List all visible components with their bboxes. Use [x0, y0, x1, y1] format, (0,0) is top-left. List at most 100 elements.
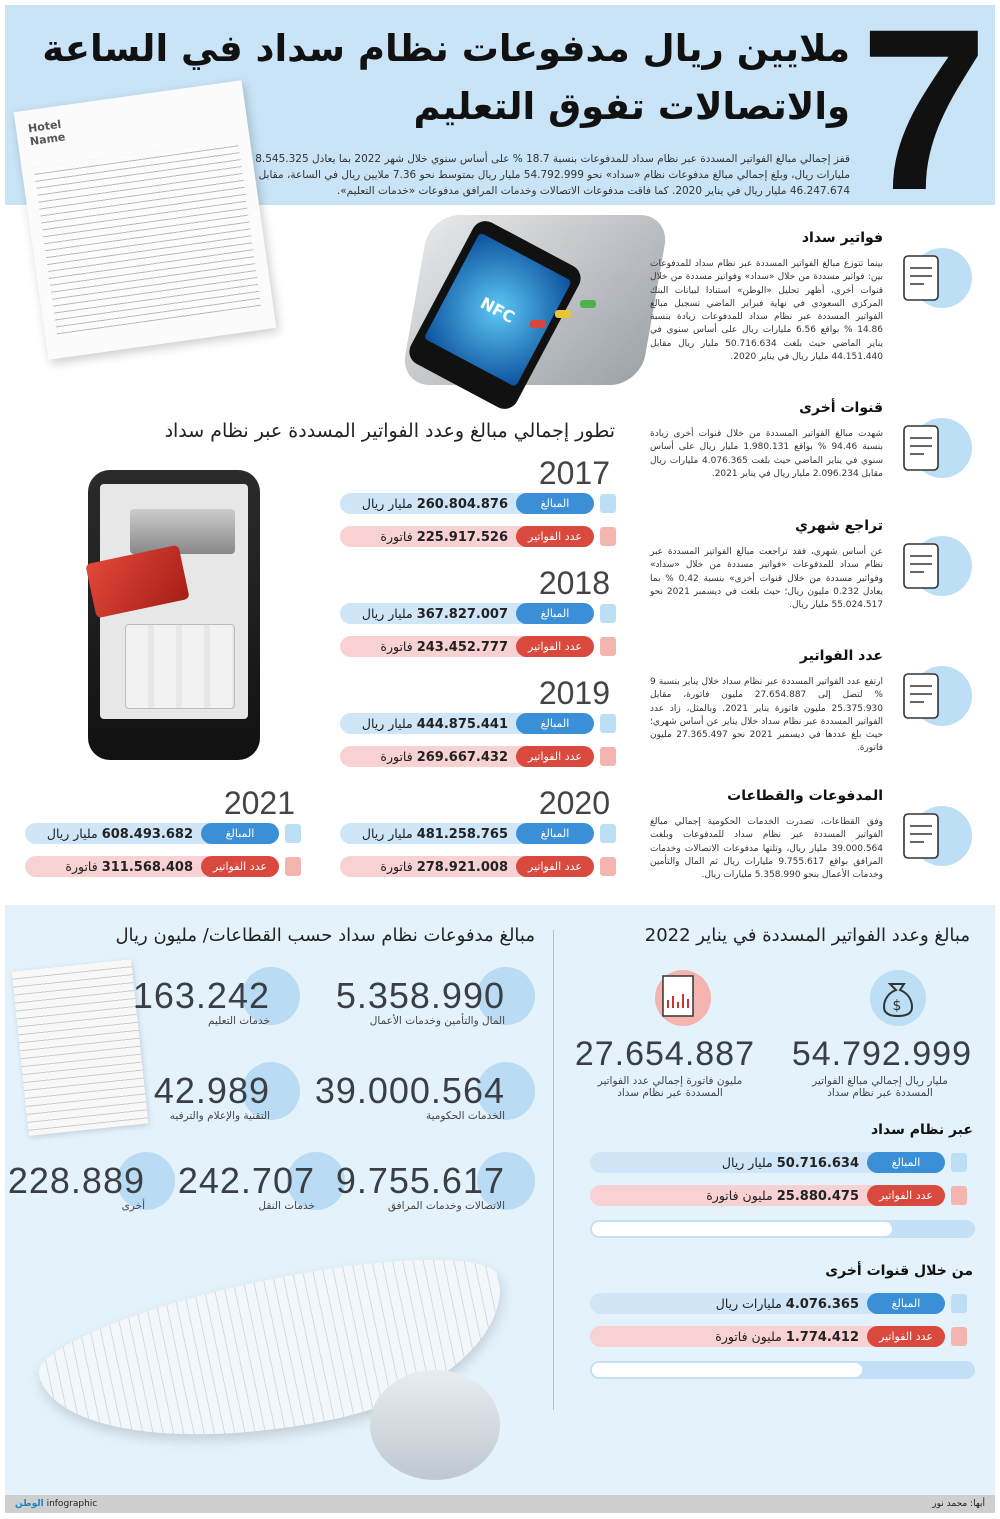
- sector-circle: [242, 1062, 300, 1120]
- invoice-icon: [600, 857, 616, 876]
- progress-bar: [590, 1361, 975, 1379]
- amount-label: المبالغ: [867, 1152, 945, 1173]
- sector-circle: [242, 967, 300, 1025]
- headline-number: 7: [860, 0, 988, 238]
- intro-paragraph: قفز إجمالي مبالغ الفواتير المسددة عبر نظ…: [255, 153, 850, 197]
- count-pill: [590, 1185, 945, 1206]
- svg-text:$: $: [893, 998, 902, 1014]
- value-unit: مليار ريال: [721, 1155, 773, 1170]
- amount-value: 608.493.682 مليار ريال: [47, 823, 193, 845]
- section-text: شهدت مبالغ الفواتير المسددة من خلال قنوا…: [650, 429, 884, 479]
- sector-value: 163.242: [132, 975, 270, 1016]
- value-unit: فاتورة: [380, 639, 413, 654]
- value-number: 311.568.408: [101, 860, 193, 875]
- other-channels-subtitle: من خلال قنوات أخرى: [825, 1263, 973, 1279]
- total-amount-label: مليار ريال إجمالي مبالغ الفواتير المسددة …: [790, 1075, 970, 1099]
- value-unit: فاتورة: [380, 749, 413, 764]
- money-bag-icon: [600, 604, 616, 623]
- money-bag-icon: [600, 824, 616, 843]
- sector-circle: [477, 1062, 535, 1120]
- amount-label: المبالغ: [516, 823, 594, 844]
- value-unit: فاتورة: [380, 529, 413, 544]
- total-count-label-2: المسددة عبر نظام سداد: [617, 1087, 723, 1099]
- progress-bar-fill: [592, 1363, 862, 1377]
- receipt-roll-illustration: [29, 1232, 521, 1490]
- sector-value: 5.358.990: [335, 975, 505, 1016]
- year-label: 2021: [223, 785, 295, 821]
- amount-value: 50.716.634 مليار ريال: [722, 1152, 859, 1174]
- sector-label: التقنية والإعلام والترفيه: [169, 1110, 270, 1122]
- amount-label: المبالغ: [516, 603, 594, 624]
- section-text: وفق القطاعات، تصدرت الخدمات الحكومية إجم…: [650, 817, 883, 881]
- sector-label: خدمات النقل: [258, 1200, 315, 1212]
- amount-value: 4.076.365 مليارات ريال: [716, 1293, 859, 1315]
- amount-label: المبالغ: [516, 713, 594, 734]
- receipt-lines: [33, 139, 262, 337]
- value-number: 278.921.008: [416, 860, 508, 875]
- count-label: عدد الفواتير: [516, 746, 594, 767]
- pos-terminal-illustration: NFC: [400, 205, 670, 414]
- count-value: 278.921.008 فاتورة: [380, 856, 508, 878]
- money-bag-icon: [600, 494, 616, 513]
- section-divider: [553, 930, 554, 1410]
- evolution-title: تطور إجمالي مبالغ وعدد الفواتير المسددة …: [164, 420, 615, 442]
- title-line-2: والاتصالات تفوق التعليم: [413, 85, 850, 128]
- sectors-title: مبالغ مدفوعات نظام سداد حسب القطاعات/ مل…: [115, 925, 535, 946]
- total-count-label-1: مليون فاتورة إجمالي عدد الفواتير: [597, 1075, 743, 1087]
- invoice-icon: [951, 1186, 967, 1205]
- value-number: 444.875.441: [416, 717, 508, 732]
- count-value: 243.452.777 فاتورة: [380, 636, 508, 658]
- invoice-icon: [285, 857, 301, 876]
- total-amount-label-2: المسددة عبر نظام سداد: [827, 1087, 933, 1099]
- invoice-icon: [600, 527, 616, 546]
- amount-value: 260.804.876 مليار ريال: [362, 493, 508, 515]
- value-number: 481.258.765: [416, 827, 508, 842]
- hand-coins-icon: [903, 536, 972, 596]
- value-unit: مليار ريال: [46, 826, 98, 841]
- total-count: 27.654.887: [574, 1035, 755, 1073]
- brand-suffix: infographic: [46, 1499, 98, 1509]
- count-value: 269.667.432 فاتورة: [380, 746, 508, 768]
- amount-value: 481.258.765 مليار ريال: [362, 823, 508, 845]
- section-text: عن أساس شهري، فقد تراجعت مبالغ الفواتير …: [650, 547, 883, 611]
- amount-label: المبالغ: [516, 493, 594, 514]
- progress-bar: [590, 1220, 975, 1238]
- value-unit: مليار ريال: [361, 496, 413, 511]
- sector-value: 242.707: [177, 1160, 315, 1201]
- amount-label: المبالغ: [201, 823, 279, 844]
- progress-bar-fill: [592, 1222, 893, 1236]
- section-text: ارتفع عدد الفواتير المسددة عبر نظام سداد…: [650, 677, 884, 754]
- value-unit: مليارات ريال: [715, 1296, 782, 1311]
- year-label: 2020: [538, 785, 610, 821]
- headline-title: ملايين ريال مدفوعات نظام سداد في الساعة …: [30, 20, 850, 136]
- credit-card-icon: [85, 544, 190, 619]
- value-unit: مليون فاتورة: [706, 1188, 773, 1203]
- value-unit: فاتورة: [65, 859, 98, 874]
- bill-screen-icon: [903, 248, 972, 308]
- value-number: 225.917.526: [416, 530, 508, 545]
- count-label: عدد الفواتير: [516, 636, 594, 657]
- section-text: بينما تتوزع مبالغ الفواتير المسددة عبر ن…: [650, 259, 883, 363]
- invoice-icon: [951, 1327, 967, 1346]
- count-label: عدد الفواتير: [516, 526, 594, 547]
- invoice-icon: [600, 637, 616, 656]
- year-label: 2018: [538, 565, 610, 601]
- count-label: عدد الفواتير: [516, 856, 594, 877]
- sector-label: المال والتأمين وخدمات الأعمال: [369, 1015, 505, 1027]
- section-title: المدفوعات والقطاعات: [727, 788, 883, 804]
- title-line-1: ملايين ريال مدفوعات نظام سداد في الساعة: [42, 27, 850, 70]
- sector-circle: [477, 967, 535, 1025]
- value-number: 243.452.777: [416, 640, 508, 655]
- count-value: 25.880.475 مليون فاتورة: [706, 1185, 859, 1207]
- keypad-icon: [125, 624, 235, 709]
- sector-value: 9.755.617: [335, 1160, 505, 1201]
- receipt-hotel-name: Hotel Name: [27, 117, 67, 149]
- amount-value: 367.827.007 مليار ريال: [362, 603, 508, 625]
- footer-credit: أبها: محمد نور: [932, 1499, 985, 1509]
- sector-receipt-illustration: [11, 959, 149, 1136]
- sector-label: الخدمات الحكومية: [426, 1110, 505, 1122]
- money-bag-icon: $: [870, 970, 926, 1026]
- value-number: 367.827.007: [416, 607, 508, 622]
- year-label: 2017: [538, 455, 610, 491]
- section-title: عدد الفواتير: [799, 648, 883, 664]
